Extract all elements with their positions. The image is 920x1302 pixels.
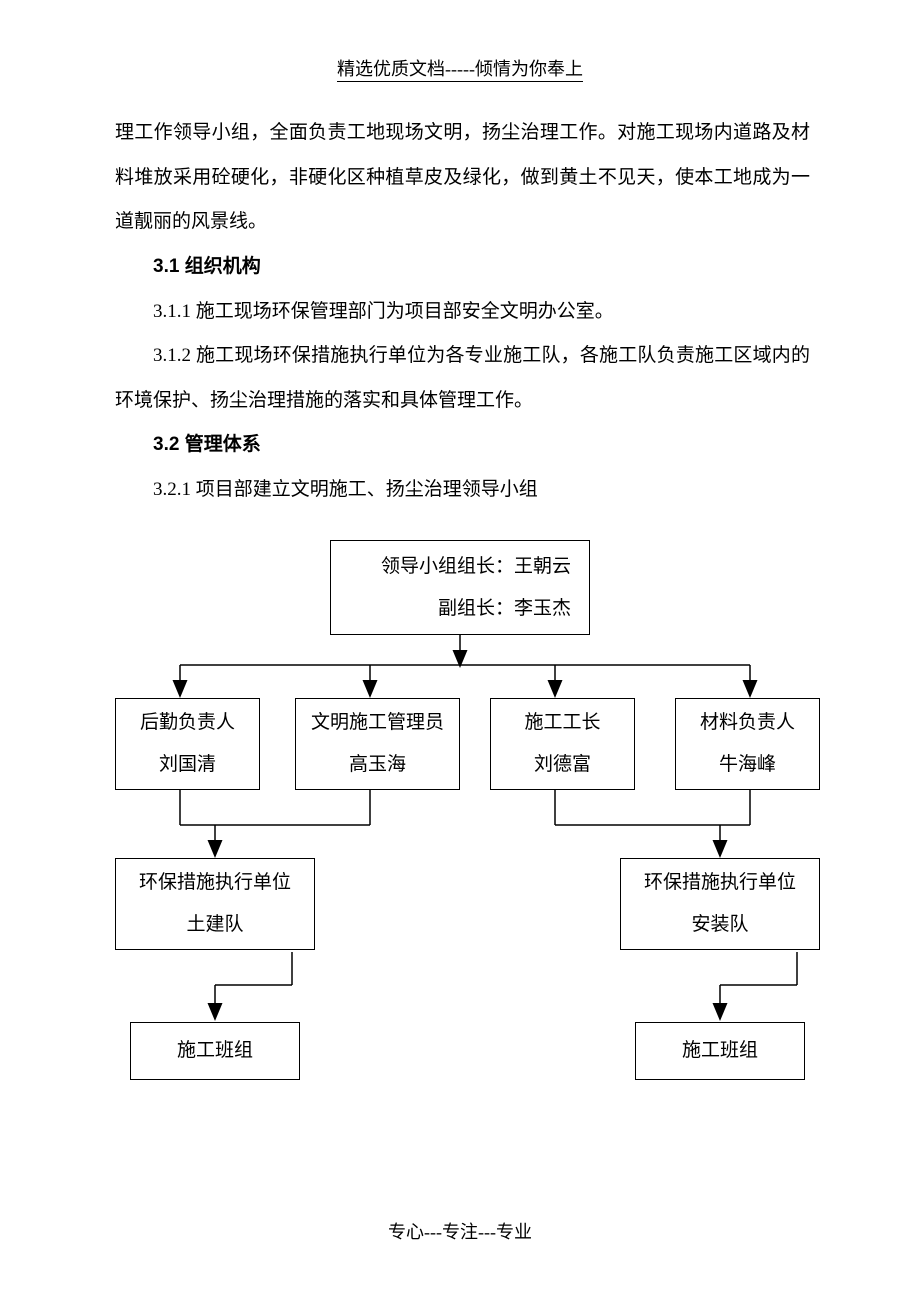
exec-inst-l2: 安装队	[621, 904, 819, 946]
mat-l2: 牛海峰	[676, 744, 819, 786]
civ-l1: 文明施工管理员	[296, 702, 459, 744]
node-civilized-mgr: 文明施工管理员 高玉海	[295, 698, 460, 790]
node-logistics: 后勤负责人 刘国清	[115, 698, 260, 790]
node-exec-install: 环保措施执行单位 安装队	[620, 858, 820, 950]
mat-l1: 材料负责人	[676, 702, 819, 744]
paragraph-1: 理工作领导小组，全面负责工地现场文明，扬尘治理工作。对施工现场内道路及材料堆放采…	[115, 111, 810, 245]
exec-inst-l1: 环保措施执行单位	[621, 862, 819, 904]
paragraph-311: 3.1.1 施工现场环保管理部门为项目部安全文明办公室。	[115, 290, 810, 335]
logistics-l2: 刘国清	[116, 744, 259, 786]
exec-civil-l1: 环保措施执行单位	[116, 862, 314, 904]
node-leader: 领导小组组长：王朝云 副组长：李玉杰	[330, 540, 590, 635]
foreman-l1: 施工工长	[491, 702, 634, 744]
paragraph-321: 3.2.1 项目部建立文明施工、扬尘治理领导小组	[115, 468, 810, 513]
node-team-left: 施工班组	[130, 1022, 300, 1080]
team-left-label: 施工班组	[131, 1030, 299, 1072]
document-body: 理工作领导小组，全面负责工地现场文明，扬尘治理工作。对施工现场内道路及材料堆放采…	[0, 81, 920, 513]
org-chart: 领导小组组长：王朝云 副组长：李玉杰 后勤负责人 刘国清 文明施工管理员 高玉海…	[0, 540, 920, 1130]
team-right-label: 施工班组	[636, 1030, 804, 1072]
heading-3-1: 3.1 组织机构	[115, 245, 810, 290]
page-header: 精选优质文档-----倾情为你奉上	[0, 0, 920, 81]
foreman-l2: 刘德富	[491, 744, 634, 786]
leader-line2: 副组长：李玉杰	[331, 588, 571, 630]
logistics-l1: 后勤负责人	[116, 702, 259, 744]
page-footer: 专心---专注---专业	[0, 1218, 920, 1244]
leader-line1: 领导小组组长：王朝云	[331, 546, 571, 588]
exec-civil-l2: 土建队	[116, 904, 314, 946]
paragraph-312: 3.1.2 施工现场环保措施执行单位为各专业施工队，各施工队负责施工区域内的环境…	[115, 334, 810, 423]
node-team-right: 施工班组	[635, 1022, 805, 1080]
node-exec-civil: 环保措施执行单位 土建队	[115, 858, 315, 950]
node-foreman: 施工工长 刘德富	[490, 698, 635, 790]
civ-l2: 高玉海	[296, 744, 459, 786]
heading-3-2: 3.2 管理体系	[115, 423, 810, 468]
node-materials: 材料负责人 牛海峰	[675, 698, 820, 790]
